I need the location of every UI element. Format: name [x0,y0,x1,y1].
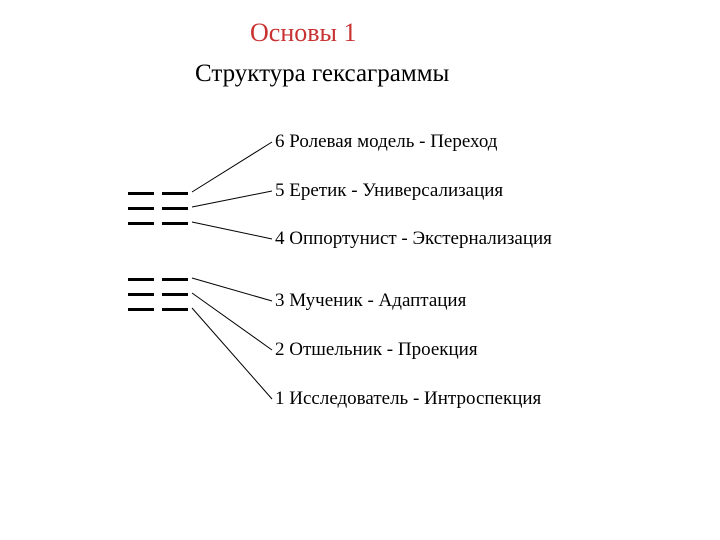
connector-3 [192,278,272,301]
hexagram-segment [128,222,154,225]
hexagram-segment [128,308,154,311]
connector-2 [192,293,272,350]
line-label-6: 6 Ролевая модель - Переход [275,131,497,153]
hexagram-segment [162,308,188,311]
line-label-3: 3 Мученик - Адаптация [275,290,466,312]
hexagram-segment [162,293,188,296]
page-title: Основы 1 [250,18,356,48]
line-label-1: 1 Исследователь - Интроспекция [275,388,541,410]
connector-5 [192,191,272,207]
line-label-5: 5 Еретик - Универсализация [275,180,503,202]
connector-4 [192,222,272,239]
hexagram-segment [128,278,154,281]
hexagram-segment [128,207,154,210]
page-subtitle: Структура гексаграммы [195,60,449,88]
hexagram-segment [128,192,154,195]
hexagram-segment [128,293,154,296]
hexagram-segment [162,222,188,225]
line-label-2: 2 Отшельник - Проекция [275,339,478,361]
diagram-stage: Основы 1 Структура гексаграммы 6 Ролевая… [0,0,720,540]
connector-1 [192,308,272,399]
line-label-4: 4 Оппортунист - Экстернализация [275,228,552,250]
hexagram-segment [162,192,188,195]
hexagram-segment [162,278,188,281]
hexagram-segment [162,207,188,210]
connector-6 [192,142,272,192]
